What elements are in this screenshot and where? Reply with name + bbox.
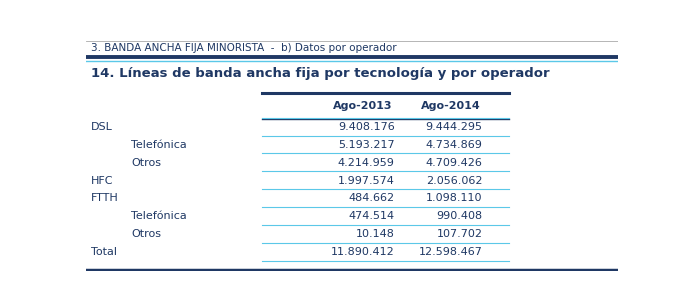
Text: 474.514: 474.514	[348, 211, 395, 221]
Text: DSL: DSL	[91, 122, 113, 132]
Text: FTTH: FTTH	[91, 193, 119, 203]
Text: Telefónica: Telefónica	[131, 211, 187, 221]
Text: Ago-2013: Ago-2013	[333, 101, 392, 111]
Text: 990.408: 990.408	[436, 211, 482, 221]
Text: Total: Total	[91, 247, 117, 257]
Text: 484.662: 484.662	[348, 193, 395, 203]
Text: 4.709.426: 4.709.426	[426, 158, 482, 168]
Text: 3. BANDA ANCHA FIJA MINORISTA  -  b) Datos por operador: 3. BANDA ANCHA FIJA MINORISTA - b) Datos…	[91, 43, 397, 53]
Text: 14. Líneas de banda ancha fija por tecnología y por operador: 14. Líneas de banda ancha fija por tecno…	[91, 66, 550, 80]
Text: 2.056.062: 2.056.062	[426, 176, 482, 185]
Text: 5.193.217: 5.193.217	[338, 140, 395, 150]
Text: HFC: HFC	[91, 176, 114, 185]
Text: 1.997.574: 1.997.574	[338, 176, 395, 185]
Text: Otros: Otros	[131, 158, 161, 168]
Text: 9.408.176: 9.408.176	[338, 122, 395, 132]
Text: 9.444.295: 9.444.295	[425, 122, 482, 132]
Text: Telefónica: Telefónica	[131, 140, 187, 150]
Text: Ago-2014: Ago-2014	[420, 101, 480, 111]
Text: 4.214.959: 4.214.959	[338, 158, 395, 168]
Text: Otros: Otros	[131, 229, 161, 239]
Text: 12.598.467: 12.598.467	[418, 247, 482, 257]
Text: 107.702: 107.702	[436, 229, 482, 239]
Text: 4.734.869: 4.734.869	[426, 140, 482, 150]
Text: 1.098.110: 1.098.110	[426, 193, 482, 203]
Text: 10.148: 10.148	[356, 229, 395, 239]
Text: 11.890.412: 11.890.412	[331, 247, 395, 257]
